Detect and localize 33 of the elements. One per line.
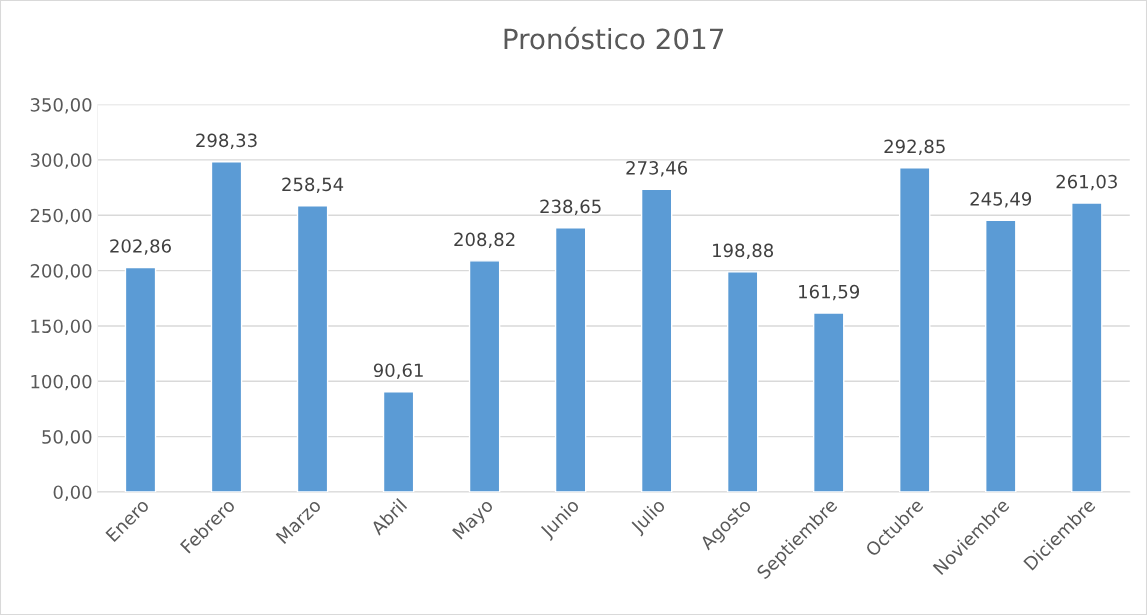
data-label: 258,54 — [282, 177, 344, 194]
y-tick-label: 100,00 — [31, 374, 92, 391]
bar — [382, 390, 415, 492]
data-label: 161,59 — [799, 284, 860, 301]
y-tick-label: 300,00 — [30, 153, 92, 169]
data-label: 273,46 — [626, 161, 688, 177]
data-label: 202,86 — [110, 239, 171, 255]
data-label: 261,03 — [1056, 174, 1117, 191]
bar — [296, 205, 329, 492]
y-tick-label: 250,00 — [30, 208, 92, 225]
data-label: 245,49 — [970, 191, 1032, 208]
data-label: 298,33 — [196, 133, 257, 149]
y-tick-label: 50,00 — [42, 430, 92, 446]
data-label: 208,82 — [454, 232, 515, 249]
bar — [468, 260, 501, 492]
bar — [1071, 202, 1103, 492]
y-tick-label: 0,00 — [53, 485, 92, 501]
bar — [124, 266, 157, 492]
bar — [898, 167, 931, 492]
chart-title: Pronóstico 2017 — [504, 26, 724, 50]
data-label: 238,65 — [540, 199, 601, 216]
data-label: 198,88 — [713, 243, 774, 260]
bar — [640, 188, 673, 492]
bar — [985, 219, 1017, 492]
y-tick-label: 150,00 — [31, 319, 92, 335]
bar — [554, 227, 587, 492]
y-tick-label: 200,00 — [30, 264, 92, 280]
bar — [812, 312, 845, 492]
data-label: 90,61 — [373, 363, 423, 379]
data-label: 292,85 — [884, 139, 945, 156]
y-tick-label: 350,00 — [30, 98, 92, 114]
bar — [210, 161, 243, 492]
bar — [726, 271, 759, 492]
